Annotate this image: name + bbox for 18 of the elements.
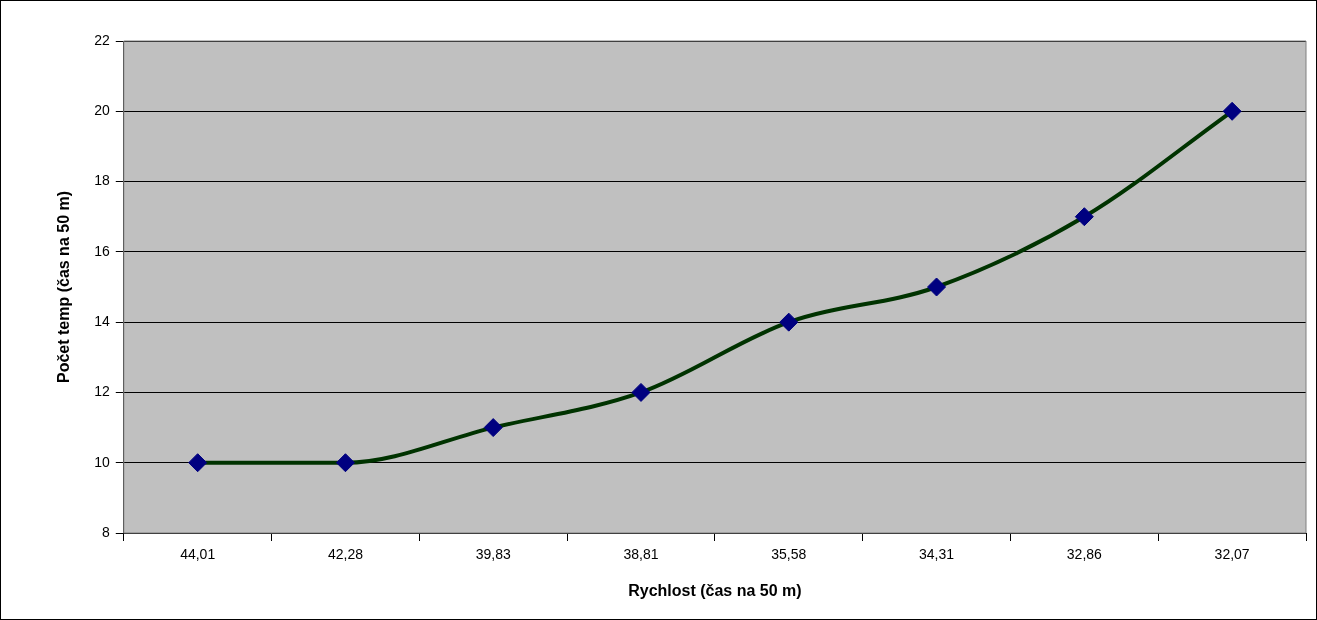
y-tick-label: 22 [94,31,110,48]
x-tick-label: 44,01 [180,546,216,563]
y-tick-label: 18 [94,172,110,189]
y-tick-label: 10 [94,453,110,470]
y-tick-label: 20 [94,102,110,119]
x-tick-label: 39,83 [475,546,511,563]
x-tick-label: 34,31 [919,546,955,563]
y-tick-label: 16 [94,242,110,259]
x-axis-title: Rychlost (čas na 50 m) [628,581,802,599]
x-tick-label: 35,58 [771,546,807,563]
x-tick-label: 32,07 [1214,546,1250,563]
y-tick-label: 8 [101,523,110,540]
x-tick-label: 32,86 [1066,546,1103,563]
y-tick-label: 12 [94,383,110,400]
x-tick-label: 38,81 [623,546,659,563]
y-tick-label: 14 [94,313,110,329]
x-tick-label: 42,28 [327,546,364,563]
y-axis-title: Počet temp (čas na 50 m) [55,190,73,384]
